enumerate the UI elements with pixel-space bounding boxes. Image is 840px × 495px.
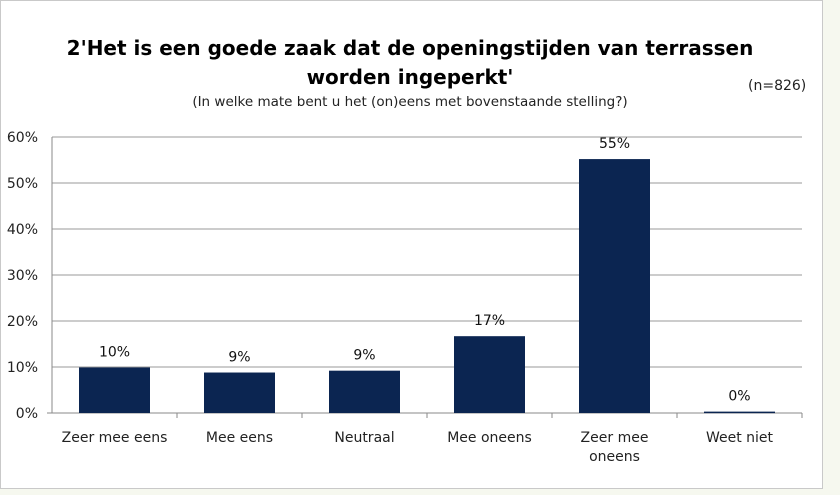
x-category-label-line: Zeer mee eens [62,430,168,446]
bar [79,367,150,413]
x-category-label-line: Zeer mee [581,430,649,446]
bar [454,336,525,413]
y-tick-label: 50% [7,176,38,192]
chart-title: 2'Het is een goede zaak dat de openingst… [40,34,780,92]
y-tick-label: 40% [7,222,38,238]
x-category-label-line: Neutraal [334,430,394,446]
chart-subtitle: (In welke mate bent u het (on)eens met b… [192,94,628,110]
x-category-label-line: oneens [589,449,640,465]
data-label: 10% [99,344,130,360]
bar [704,411,775,414]
x-category-label: Weet niet [706,430,774,446]
bar [329,370,400,413]
y-tick-label: 20% [7,314,38,330]
y-tick-label: 0% [16,406,38,422]
chart-title-line-2: worden ingeperkt' [306,65,514,89]
x-category-label: Zeer mee oneens [581,430,649,465]
x-category-label: Zeer mee eens [62,430,168,446]
data-label: 0% [728,389,750,405]
y-tick-label: 30% [7,268,38,284]
x-category-label-line: Mee eens [206,430,273,446]
data-label: 9% [353,348,375,364]
y-tick-label: 10% [7,360,38,376]
data-label: 55% [599,136,630,152]
sample-size-label: (n=826) [748,78,807,94]
x-category-label: Mee eens [206,430,273,446]
bar [204,372,275,413]
data-label: 17% [474,313,505,329]
data-label: 9% [228,350,250,366]
x-category-label-line: Mee oneens [447,430,532,446]
chart-title-line-1: 2'Het is een goede zaak dat de openingst… [66,36,754,60]
x-category-label-line: Weet niet [706,430,774,446]
bar [579,159,650,413]
x-category-label: Neutraal [334,430,394,446]
y-tick-label: 60% [7,130,38,146]
x-category-label: Mee oneens [447,430,532,446]
